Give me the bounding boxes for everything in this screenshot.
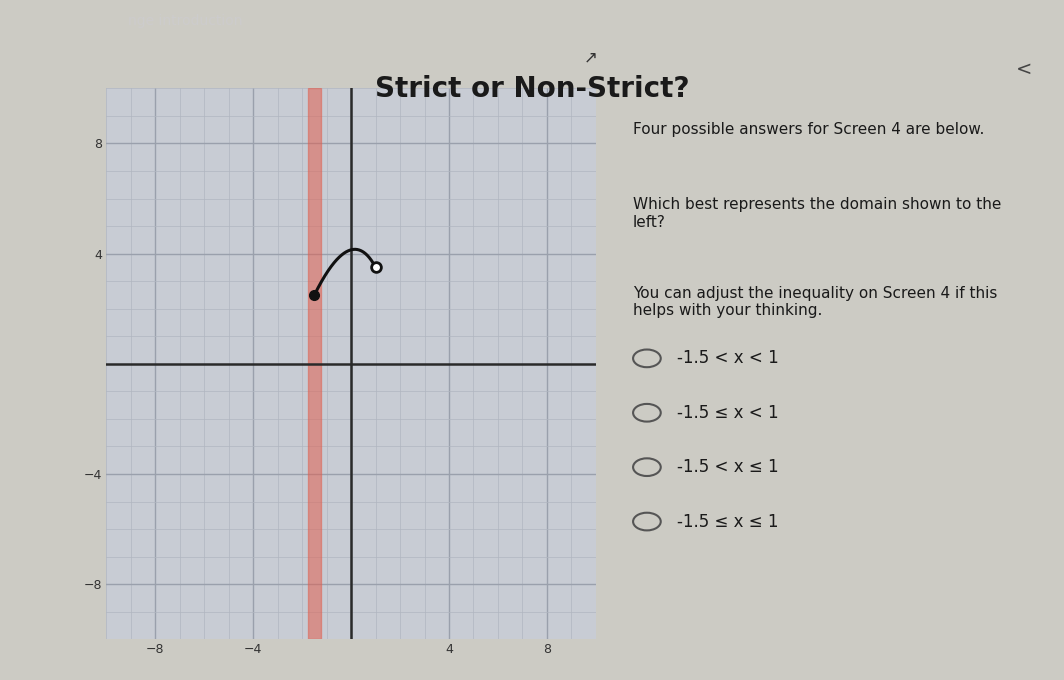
Text: Which best represents the domain shown to the
left?: Which best represents the domain shown t… bbox=[633, 197, 1001, 230]
Text: You can adjust the inequality on Screen 4 if this
helps with your thinking.: You can adjust the inequality on Screen … bbox=[633, 286, 997, 318]
Text: -1.5 < x ≤ 1: -1.5 < x ≤ 1 bbox=[677, 458, 779, 476]
Text: -1.5 ≤ x < 1: -1.5 ≤ x < 1 bbox=[677, 404, 779, 422]
Text: nge introduction: nge introduction bbox=[128, 14, 243, 29]
Text: <: < bbox=[1016, 61, 1032, 79]
Text: ↗: ↗ bbox=[583, 49, 598, 67]
Text: -1.5 < x < 1: -1.5 < x < 1 bbox=[677, 350, 779, 367]
Bar bbox=[309, 88, 320, 639]
Text: -1.5 ≤ x ≤ 1: -1.5 ≤ x ≤ 1 bbox=[677, 513, 778, 530]
Text: Four possible answers for Screen 4 are below.: Four possible answers for Screen 4 are b… bbox=[633, 122, 984, 137]
Text: Strict or Non-Strict?: Strict or Non-Strict? bbox=[375, 75, 689, 103]
